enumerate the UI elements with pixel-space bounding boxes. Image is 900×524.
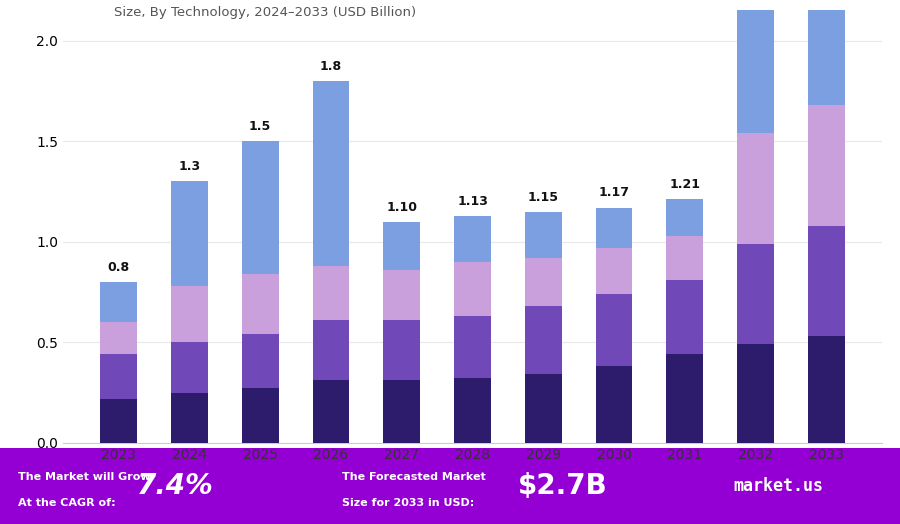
- Text: 1.10: 1.10: [386, 201, 418, 214]
- Bar: [808, 0, 845, 105]
- Bar: [666, 354, 703, 443]
- Bar: [312, 380, 349, 443]
- Bar: [666, 236, 703, 280]
- Bar: [737, 344, 774, 443]
- Bar: [596, 294, 633, 366]
- Text: 1.5: 1.5: [249, 120, 271, 133]
- Bar: [737, 244, 774, 344]
- Bar: [100, 354, 137, 399]
- Bar: [596, 366, 633, 443]
- FancyBboxPatch shape: [0, 448, 900, 524]
- Bar: [454, 262, 490, 316]
- Text: The Forecasted Market: The Forecasted Market: [342, 472, 486, 482]
- Bar: [737, 133, 774, 244]
- Bar: [383, 320, 420, 380]
- Bar: [312, 266, 349, 320]
- Text: 0.8: 0.8: [108, 261, 130, 274]
- Text: 7.4%: 7.4%: [137, 472, 214, 500]
- Text: 1.17: 1.17: [598, 187, 629, 200]
- Bar: [312, 81, 349, 266]
- Bar: [312, 320, 349, 380]
- Bar: [242, 141, 279, 274]
- Bar: [383, 270, 420, 320]
- Bar: [242, 334, 279, 388]
- Text: 1.15: 1.15: [527, 191, 559, 203]
- Bar: [171, 392, 208, 443]
- Text: At the CAGR of:: At the CAGR of:: [18, 498, 115, 508]
- Bar: [242, 388, 279, 443]
- Bar: [666, 200, 703, 236]
- Text: $2.7B: $2.7B: [518, 472, 608, 500]
- Bar: [454, 215, 490, 262]
- Bar: [100, 322, 137, 354]
- Bar: [171, 286, 208, 342]
- Bar: [100, 282, 137, 322]
- Bar: [454, 378, 490, 443]
- Text: market.us: market.us: [734, 477, 824, 495]
- Bar: [808, 105, 845, 226]
- Bar: [525, 306, 562, 375]
- Bar: [666, 280, 703, 354]
- Text: Size for 2033 in USD:: Size for 2033 in USD:: [342, 498, 474, 508]
- Bar: [454, 316, 490, 378]
- Bar: [171, 342, 208, 392]
- Text: 1.8: 1.8: [320, 60, 342, 73]
- Text: 1.3: 1.3: [178, 160, 201, 173]
- Bar: [383, 380, 420, 443]
- Text: The Market will Grow: The Market will Grow: [18, 472, 150, 482]
- Text: Size, By Technology, 2024–2033 (USD Billion): Size, By Technology, 2024–2033 (USD Bill…: [113, 6, 416, 19]
- Bar: [808, 226, 845, 336]
- Text: 1.13: 1.13: [457, 194, 488, 208]
- Bar: [525, 375, 562, 443]
- Bar: [596, 248, 633, 294]
- Bar: [171, 181, 208, 286]
- Bar: [100, 399, 137, 443]
- Bar: [242, 274, 279, 334]
- Text: 1.21: 1.21: [670, 179, 700, 191]
- Bar: [525, 212, 562, 258]
- Bar: [383, 222, 420, 270]
- Bar: [808, 336, 845, 443]
- Bar: [737, 0, 774, 133]
- Bar: [596, 208, 633, 248]
- Bar: [525, 258, 562, 306]
